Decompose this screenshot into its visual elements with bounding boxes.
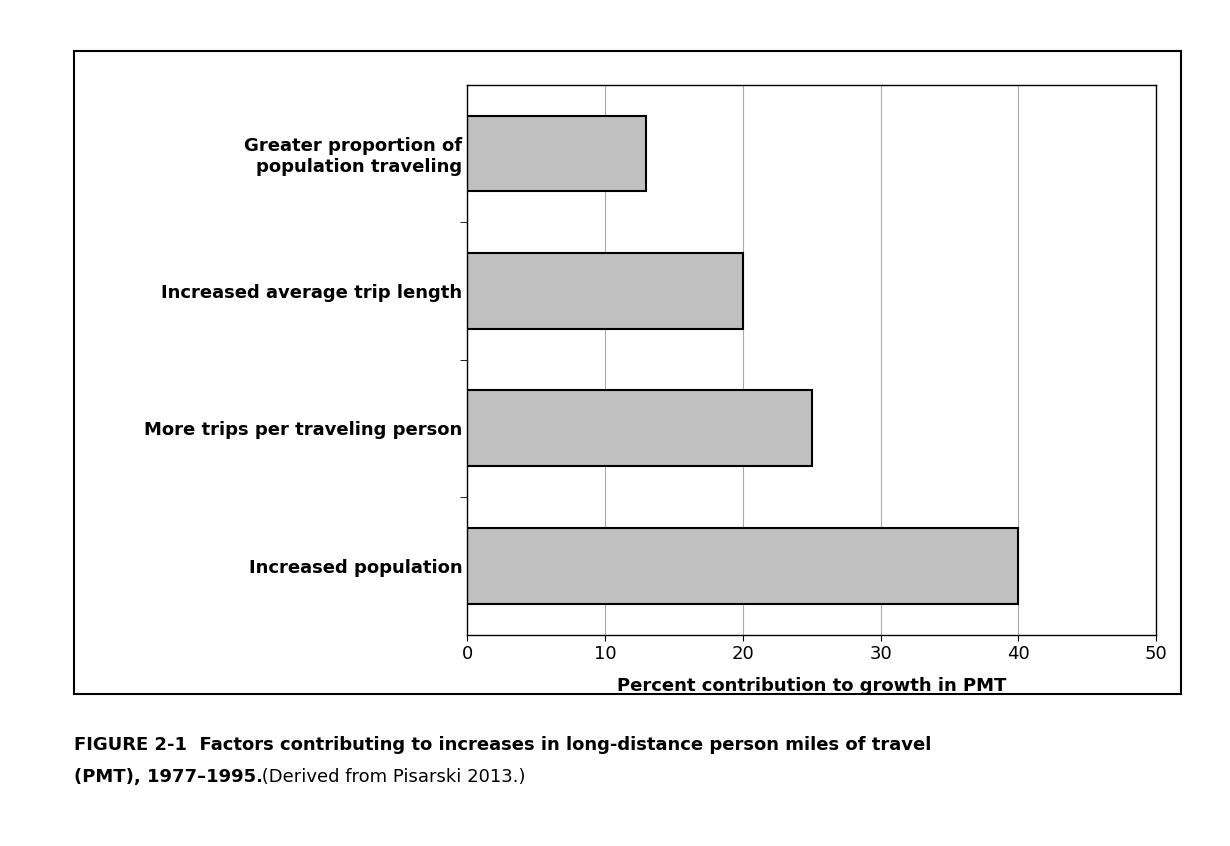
Text: (Derived from Pisarski 2013.): (Derived from Pisarski 2013.) — [256, 768, 525, 786]
X-axis label: Percent contribution to growth in PMT: Percent contribution to growth in PMT — [617, 677, 1006, 695]
Text: FIGURE 2-1  Factors contributing to increases in long-distance person miles of t: FIGURE 2-1 Factors contributing to incre… — [74, 736, 931, 754]
Bar — [467, 253, 743, 328]
Text: (PMT), 1977–1995.: (PMT), 1977–1995. — [74, 768, 263, 786]
Bar — [467, 528, 1018, 603]
Bar — [467, 391, 812, 466]
Bar — [467, 116, 647, 191]
